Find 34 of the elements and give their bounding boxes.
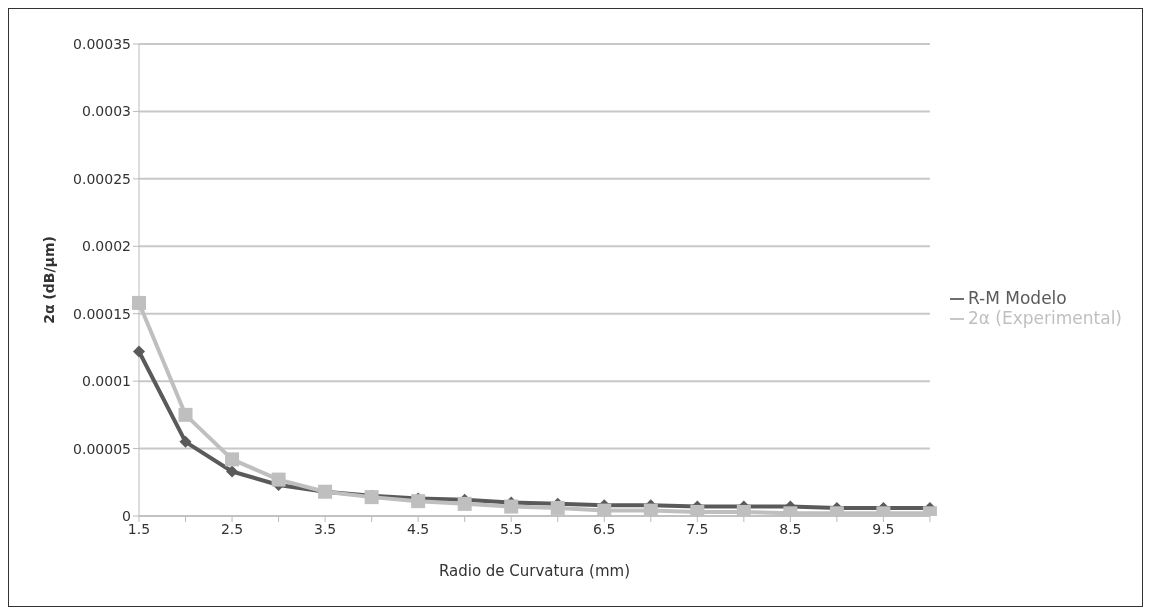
point	[226, 465, 239, 478]
point	[550, 500, 565, 515]
point	[225, 452, 240, 467]
x-tick-label: 4.5	[407, 520, 430, 537]
y-tick-label: 0.0003	[82, 103, 131, 120]
legend-label: 2α (Experimental)	[967, 307, 1122, 328]
point	[132, 295, 146, 310]
y-axis-title: 2α (dB/µm)	[40, 236, 57, 324]
x-tick-label: 7.5	[686, 520, 709, 537]
point	[179, 435, 192, 448]
point	[271, 472, 286, 487]
x-tick-label: 8.5	[779, 520, 802, 537]
point	[597, 503, 612, 516]
y-tick-label: 0.00025	[73, 170, 131, 187]
y-tick-label: 0.00005	[73, 440, 131, 457]
x-tick-label: 3.5	[313, 520, 337, 537]
y-tick-label: 0.00015	[73, 305, 131, 322]
point	[690, 504, 705, 516]
point	[178, 407, 193, 422]
y-tick-label: 0.00035	[73, 35, 131, 52]
point	[643, 503, 658, 516]
point	[133, 345, 145, 358]
y-tick-label: 0.0001	[82, 373, 131, 390]
legend-label: R-M Modelo	[967, 287, 1067, 308]
point	[504, 499, 519, 514]
x-tick-label: 9.5	[872, 520, 895, 537]
point	[736, 504, 751, 516]
point	[457, 496, 472, 511]
x-tick-label: 2.5	[220, 520, 244, 537]
x-tick-label: 6.5	[593, 520, 616, 537]
x-axis-title: Radio de Curvatura (mm)	[438, 562, 631, 580]
point	[411, 494, 426, 509]
x-tick-label: 5.5	[500, 520, 523, 537]
y-tick-label: 0.0002	[82, 238, 131, 255]
